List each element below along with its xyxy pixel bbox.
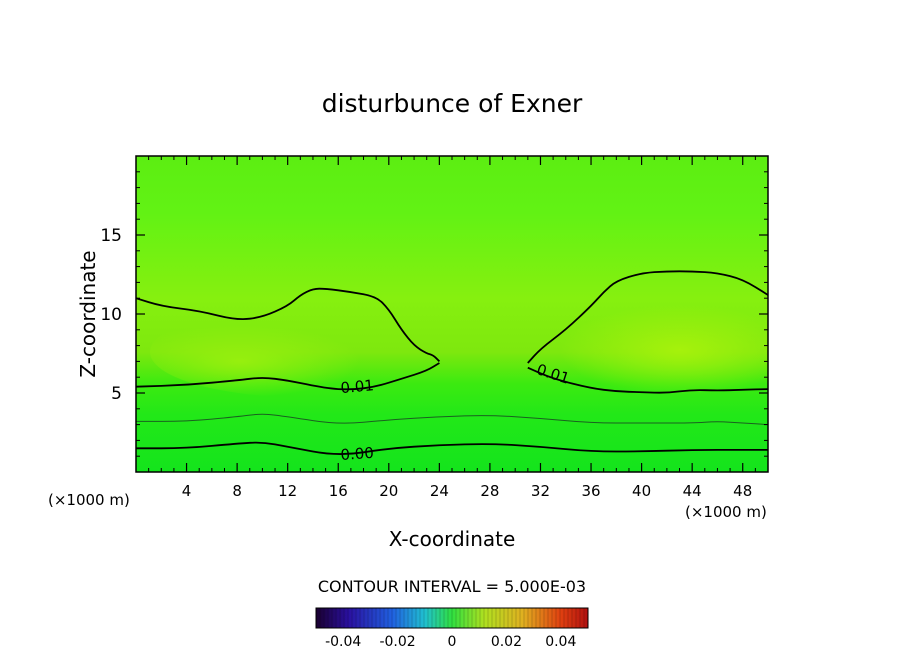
colorbar-ticks: -0.04 -0.02 0 0.02 0.04 xyxy=(325,634,576,650)
colorbar-gradient xyxy=(315,607,589,629)
x-tick-label: 4 xyxy=(182,482,192,500)
x-axis-unit: (×1000 m) xyxy=(685,503,767,521)
y-tick-label: 5 xyxy=(111,384,122,404)
colorbar-tick-label: 0.04 xyxy=(545,634,576,650)
contour-interval-text: CONTOUR INTERVAL = 5.000E-03 xyxy=(318,577,586,596)
chart-title: disturbunce of Exner xyxy=(322,89,583,118)
colorbar-tick-label: 0 xyxy=(448,634,457,650)
contour-line xyxy=(136,413,768,426)
contour-label: 0.01 xyxy=(340,376,375,397)
x-tick-label: 40 xyxy=(632,482,651,500)
x-tick-label: 20 xyxy=(379,482,398,500)
y-axis-unit: (×1000 m) xyxy=(48,491,130,509)
contour-label-layer: 0.01 0.010.00 xyxy=(340,360,572,464)
x-tick-label: 48 xyxy=(733,482,752,500)
x-tick-label: 16 xyxy=(329,482,348,500)
y-tick-label: 10 xyxy=(100,305,122,325)
contour-line xyxy=(527,366,768,394)
contour-line xyxy=(527,270,768,364)
plot-area xyxy=(136,156,768,472)
contour-label: 0.00 xyxy=(340,444,375,464)
colorbar-tick-label: -0.02 xyxy=(379,634,415,650)
contour-line xyxy=(136,441,768,455)
x-tick-label: 44 xyxy=(683,482,702,500)
warm-region-right xyxy=(560,305,768,395)
y-axis-label: Z-coordinate xyxy=(76,250,100,377)
colorbar-stripes xyxy=(319,608,585,628)
contour-line xyxy=(136,362,440,391)
colorbar-tick-label: 0.02 xyxy=(491,634,522,650)
y-tick-label: 15 xyxy=(100,226,122,246)
x-tick-label: 28 xyxy=(480,482,499,500)
warm-region-left xyxy=(150,307,450,397)
colorbar-tick-label: -0.04 xyxy=(325,634,361,650)
x-tick-label: 24 xyxy=(430,482,449,500)
colorbar: -0.04 -0.02 0 0.02 0.04 xyxy=(315,607,589,650)
x-axis-label: X-coordinate xyxy=(389,527,516,551)
contour-layer xyxy=(136,270,768,455)
x-tick-label: 8 xyxy=(232,482,242,500)
x-tick-label: 32 xyxy=(531,482,550,500)
contour-line xyxy=(136,287,441,363)
x-tick-label: 36 xyxy=(581,482,600,500)
x-tick-label: 12 xyxy=(278,482,297,500)
